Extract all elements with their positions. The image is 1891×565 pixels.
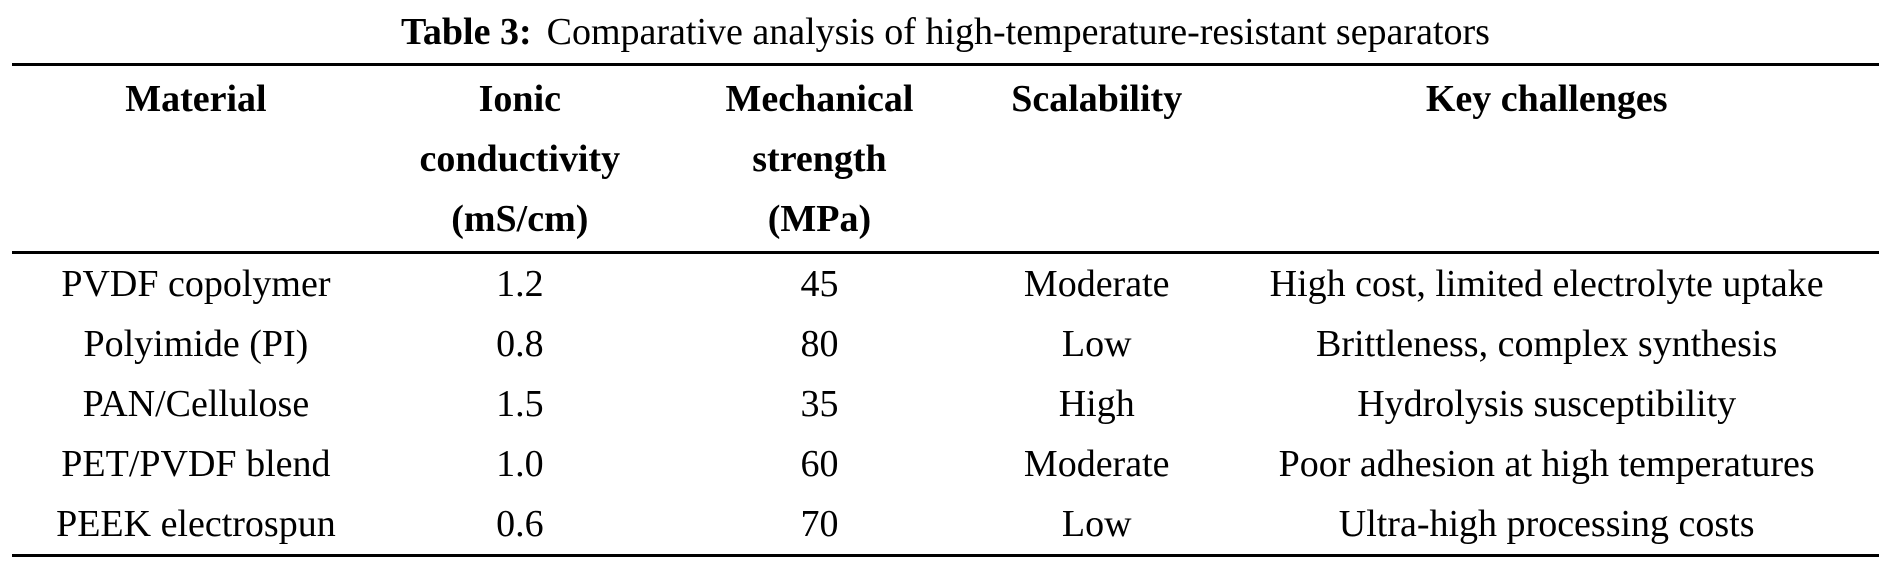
header-line: Mechanical [725,78,914,120]
separator-comparison-table: Material Ionic conductivity (mS/cm) Mech… [12,63,1879,557]
table-caption-label: Table 3: [401,10,532,53]
cell-material: PAN/Cellulose [82,383,310,425]
column-header-material: Material [12,64,380,254]
cell-scalability: High [1058,383,1135,425]
cell-key-challenges: Ultra-high processing costs [1338,503,1755,545]
header-line: Scalability [1011,78,1183,120]
cell-scalability: Moderate [1023,443,1170,485]
column-header-scalability: Scalability [979,64,1215,254]
table-row: PVDF copolymer 1.2 45 Moderate High cost… [12,253,1879,315]
table-caption-text: Comparative analysis of high-temperature… [546,10,1490,53]
cell-material: PET/PVDF blend [61,443,331,485]
table-caption: Table 3: Comparative analysis of high-te… [12,0,1879,63]
cell-ionic-conductivity: 1.0 [496,443,544,485]
cell-mechanical-strength: 45 [800,263,839,305]
header-line: strength [752,138,887,180]
table-row: PAN/Cellulose 1.5 35 High Hydrolysis sus… [12,374,1879,434]
table-row: PET/PVDF blend 1.0 60 Moderate Poor adhe… [12,434,1879,494]
header-line: Material [125,78,267,120]
header-line: (MPa) [767,198,872,240]
cell-ionic-conductivity: 1.2 [496,263,544,305]
cell-ionic-conductivity: 0.8 [496,323,544,365]
cell-material: PEEK electrospun [56,503,336,545]
header-line: (mS/cm) [451,198,589,240]
cell-scalability: Low [1061,323,1132,365]
cell-ionic-conductivity: 0.6 [496,503,544,545]
cell-mechanical-strength: 70 [800,503,839,545]
cell-mechanical-strength: 35 [800,383,839,425]
header-line: Ionic [478,78,561,120]
cell-scalability: Low [1061,503,1132,545]
cell-mechanical-strength: 60 [800,443,839,485]
header-line: conductivity [419,138,621,180]
column-header-mechanical-strength: Mechanical strength (MPa) [659,64,980,254]
cell-key-challenges: Poor adhesion at high temperatures [1278,443,1815,485]
table-row: Polyimide (PI) 0.8 80 Low Brittleness, c… [12,314,1879,374]
table-header-row: Material Ionic conductivity (mS/cm) Mech… [12,64,1879,254]
column-header-key-challenges: Key challenges [1214,64,1879,254]
cell-key-challenges: Brittleness, complex synthesis [1316,323,1778,365]
cell-ionic-conductivity: 1.5 [496,383,544,425]
cell-key-challenges: High cost, limited electrolyte uptake [1269,263,1824,305]
cell-material: PVDF copolymer [61,263,331,305]
cell-key-challenges: Hydrolysis susceptibility [1357,383,1737,425]
table-row: PEEK electrospun 0.6 70 Low Ultra-high p… [12,494,1879,556]
cell-scalability: Moderate [1023,263,1170,305]
cell-material: Polyimide (PI) [83,323,309,365]
header-line: Key challenges [1425,78,1668,120]
column-header-ionic-conductivity: Ionic conductivity (mS/cm) [379,64,660,254]
cell-mechanical-strength: 80 [800,323,839,365]
